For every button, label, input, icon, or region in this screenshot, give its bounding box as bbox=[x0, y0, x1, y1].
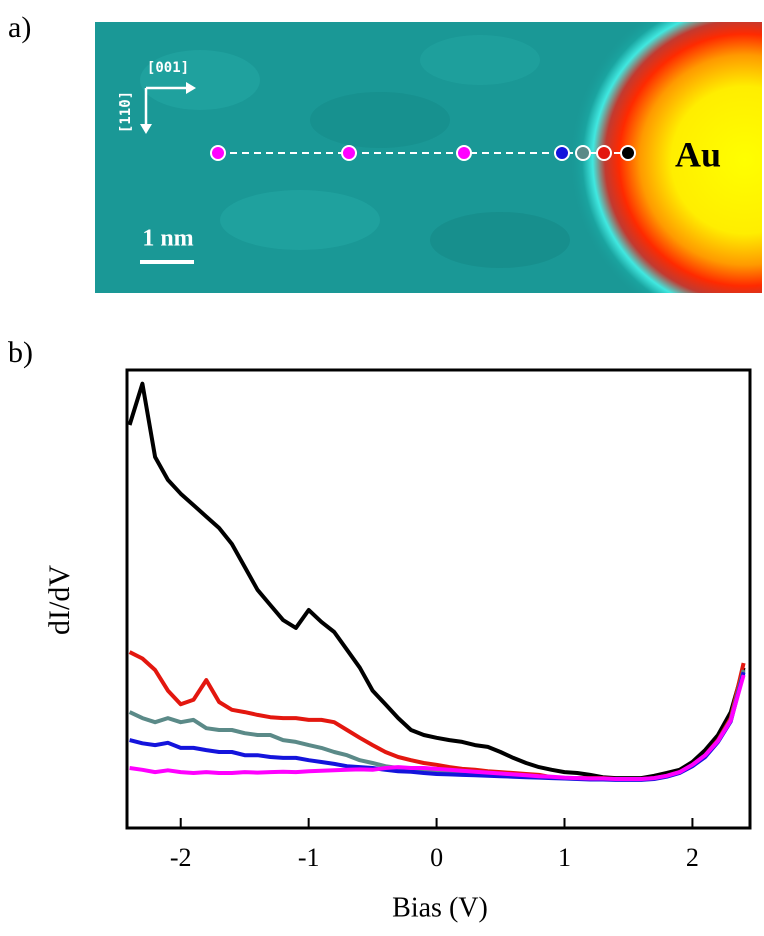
stm-image: [001] [11̄0] 1 nm Au bbox=[95, 0, 764, 355]
x-tick-label: 1 bbox=[558, 843, 571, 872]
panel-label: a) bbox=[8, 11, 31, 44]
figure: a) [001] [11̄0] 1 nm Au b) Bias (V) dI/d… bbox=[0, 0, 764, 936]
x-axis-label: Bias (V) bbox=[392, 892, 488, 923]
chart: Bias (V) dI/dV -2 -1 0 1 2 bbox=[43, 370, 750, 923]
direction-label: [001] bbox=[147, 60, 189, 76]
spectrum-line bbox=[130, 652, 744, 779]
x-tick-label: -2 bbox=[170, 843, 192, 872]
y-axis-label: dI/dV bbox=[43, 565, 76, 635]
element-label: Au bbox=[675, 134, 721, 174]
plot-frame bbox=[127, 370, 750, 828]
panel-label: b) bbox=[8, 336, 33, 369]
spectrum-line bbox=[130, 384, 744, 778]
direction-label: [11̄0] bbox=[118, 91, 134, 133]
x-tick-label: 2 bbox=[686, 843, 699, 872]
x-tick-label: -1 bbox=[298, 843, 320, 872]
scale-bar-label: 1 nm bbox=[142, 226, 193, 252]
x-tick-label: 0 bbox=[430, 843, 443, 872]
